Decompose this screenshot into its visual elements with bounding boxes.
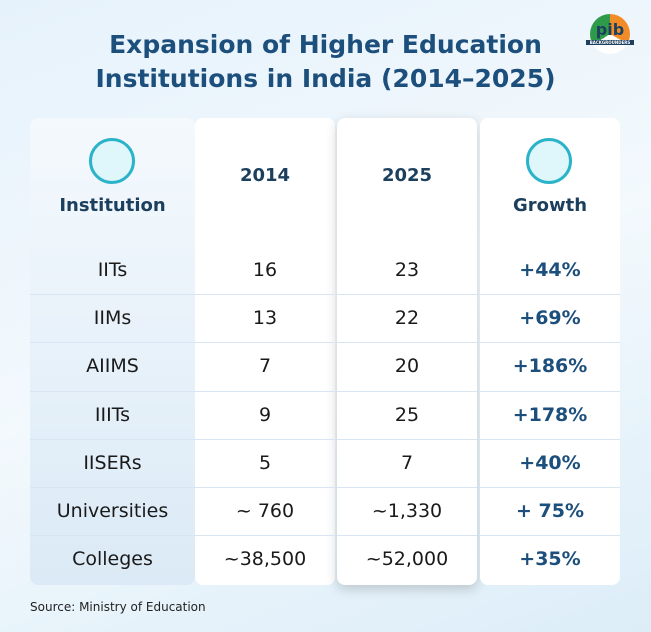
row-divider [337, 438, 477, 440]
row-divider [195, 390, 335, 392]
logo-text: pib [595, 20, 625, 39]
cell-value: +40% [519, 451, 581, 474]
row-divider [480, 487, 620, 488]
source: Source: Ministry of Education [30, 600, 206, 614]
row-divider [195, 438, 335, 440]
row-divider [337, 294, 477, 296]
row-divider [337, 487, 477, 488]
title-line: Institutions in India (2014–2025) [95, 64, 556, 93]
cell-value: ~ 760 [235, 500, 295, 523]
row-divider [30, 535, 195, 537]
row-divider [30, 342, 195, 344]
row-divider [480, 438, 620, 440]
cell-value: +35% [519, 548, 581, 571]
row-divider [480, 390, 620, 392]
cell-value: 9 [258, 403, 272, 426]
column-header: 2014 [239, 164, 291, 186]
row-divider [30, 294, 195, 296]
cell-value: 16 [252, 259, 278, 282]
column-bg [480, 118, 620, 585]
row-divider [337, 390, 477, 392]
cell-value: 13 [252, 307, 278, 330]
institution-icon [89, 138, 135, 184]
cell-value: ~1,330 [371, 500, 443, 523]
column-header: Growth [512, 194, 588, 216]
column-bg [30, 118, 195, 585]
row-label: IIMs [93, 307, 132, 330]
row-label: AIIMS [86, 355, 139, 378]
cell-value: 7 [400, 451, 414, 474]
cell-value: +178% [512, 403, 588, 426]
cell-value: 22 [394, 307, 420, 330]
row-divider [195, 342, 335, 344]
row-divider [195, 294, 335, 296]
row-divider [480, 294, 620, 296]
cell-value: +69% [519, 307, 581, 330]
column-header: 2025 [381, 164, 433, 186]
row-label: IIITs [94, 403, 131, 426]
row-divider [480, 342, 620, 344]
cell-value: 25 [394, 403, 420, 426]
cell-value: 7 [258, 355, 272, 378]
row-label: IISERs [83, 451, 142, 474]
row-label: Universities [56, 500, 169, 523]
logo-sub: BACKGROUNDERS [586, 40, 634, 45]
cell-value: ~52,000 [365, 548, 449, 571]
row-divider [480, 535, 620, 537]
cell-value: 23 [394, 259, 420, 282]
row-divider [30, 438, 195, 440]
column-bg [337, 118, 477, 585]
row-divider [195, 535, 335, 537]
cell-value: + 75% [515, 500, 584, 523]
row-divider [195, 487, 335, 488]
column-bg [195, 118, 335, 585]
row-divider [337, 535, 477, 537]
logo [590, 14, 630, 54]
row-label: Colleges [72, 548, 153, 571]
cell-value: +186% [512, 355, 588, 378]
column-header: Institution [59, 194, 166, 216]
growth-icon [526, 138, 572, 184]
cell-value: +44% [519, 259, 581, 282]
title-line: Expansion of Higher Education [109, 30, 542, 59]
row-divider [337, 342, 477, 344]
row-divider [30, 487, 195, 488]
row-divider [30, 390, 195, 392]
cell-value: ~38,500 [223, 548, 307, 571]
cell-value: 20 [394, 355, 420, 378]
row-label: IITs [97, 259, 128, 282]
cell-value: 5 [258, 451, 272, 474]
